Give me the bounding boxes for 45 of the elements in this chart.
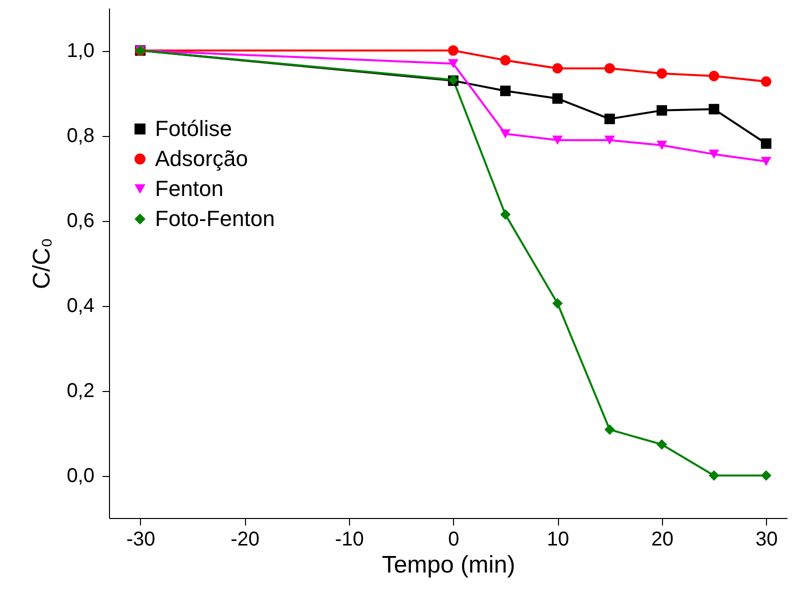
point bbox=[552, 136, 563, 145]
point bbox=[552, 93, 563, 104]
y-tick-label: 0,8 bbox=[66, 125, 94, 147]
point bbox=[656, 140, 668, 150]
point bbox=[708, 104, 720, 114]
y-tick-label: 0,2 bbox=[66, 380, 94, 402]
point bbox=[656, 105, 668, 116]
point bbox=[552, 63, 563, 74]
point bbox=[604, 424, 615, 435]
point bbox=[500, 86, 511, 96]
legend-label: Fotólise bbox=[155, 116, 232, 141]
x-tick-label: -10 bbox=[334, 528, 364, 550]
point bbox=[760, 156, 772, 166]
x-tick-label: 0 bbox=[448, 528, 460, 550]
y-tick-label: 0,0 bbox=[66, 465, 94, 487]
point bbox=[760, 138, 772, 149]
point bbox=[656, 68, 668, 79]
point bbox=[604, 136, 615, 145]
x-tick-label: 10 bbox=[546, 528, 570, 550]
x-axis-title: Tempo (min) bbox=[382, 552, 516, 578]
legend-label: Fenton bbox=[155, 176, 224, 201]
point bbox=[604, 114, 615, 124]
y-tick-label: 0,6 bbox=[66, 210, 94, 232]
point bbox=[760, 470, 772, 481]
point bbox=[500, 129, 511, 138]
x-tick-label: -20 bbox=[230, 528, 260, 550]
y-tick-label: 1,0 bbox=[66, 40, 94, 62]
point bbox=[500, 209, 511, 220]
point bbox=[656, 439, 668, 450]
legend-label: Foto-Fenton bbox=[155, 206, 275, 231]
point bbox=[552, 298, 563, 309]
point bbox=[500, 55, 511, 66]
point bbox=[708, 70, 720, 82]
y-tick-label: 0,4 bbox=[66, 295, 94, 317]
legend-label: Adsorção bbox=[155, 146, 248, 171]
x-tick-label: 30 bbox=[756, 528, 778, 550]
y-axis-title: C/C₀ bbox=[28, 238, 56, 290]
point bbox=[760, 76, 772, 87]
point bbox=[448, 59, 458, 68]
point bbox=[708, 470, 720, 481]
point bbox=[708, 150, 720, 159]
point bbox=[604, 63, 615, 74]
x-tick-label: 20 bbox=[651, 528, 674, 550]
point bbox=[448, 45, 458, 56]
x-tick-label: -30 bbox=[126, 528, 156, 550]
